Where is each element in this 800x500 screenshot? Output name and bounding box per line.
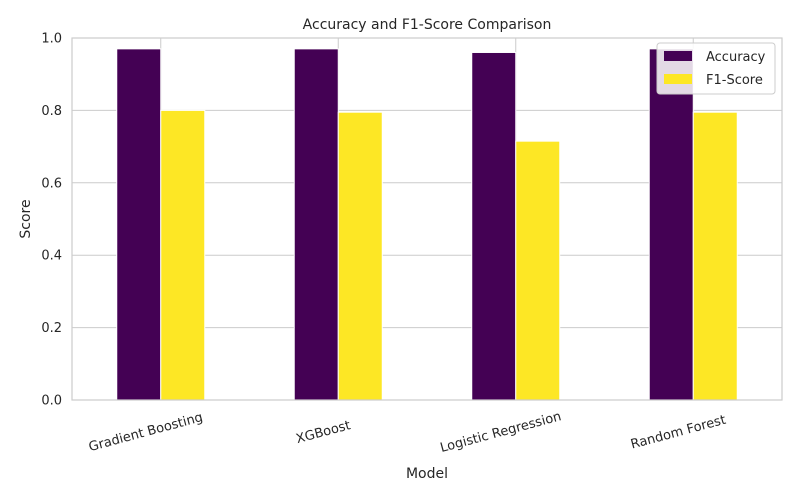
bar-f1-score-2 (515, 140, 561, 401)
plot-frame (71, 37, 783, 401)
legend-label: Accuracy (706, 50, 766, 65)
x-axis-label: Model (406, 466, 448, 482)
x-tick-label: Gradient Boosting (87, 410, 204, 455)
y-axis-label: Score (18, 199, 34, 238)
bars (116, 48, 738, 401)
bar-accuracy-1 (293, 48, 339, 401)
y-tick-labels: 0.0 0.2 0.4 0.6 0.8 1.0 (41, 32, 62, 409)
bar-accuracy-3 (648, 48, 694, 401)
bar-f1-score-1 (337, 111, 383, 401)
bar-f1-score-0 (160, 109, 206, 401)
y-tick-label: 0.0 (41, 394, 62, 409)
x-tick-label: XGBoost (295, 418, 353, 447)
x-tick-labels: Gradient Boosting XGBoost Logistic Regress… (87, 409, 727, 456)
chart-title: Accuracy and F1-Score Comparison (303, 17, 552, 33)
bar-accuracy-2 (471, 51, 517, 401)
y-tick-label: 0.6 (41, 176, 62, 191)
y-tick-label: 0.2 (41, 321, 62, 336)
y-tick-label: 0.4 (41, 249, 62, 264)
legend-label: F1-Score (706, 73, 763, 88)
legend-swatch-f1-score (664, 74, 692, 84)
x-tick-label: Random Forest (629, 413, 727, 453)
legend-swatch-accuracy (664, 51, 692, 61)
x-tick-label: Logistic Regression (439, 409, 563, 456)
bar-accuracy-0 (116, 48, 162, 401)
y-tick-label: 0.8 (41, 104, 62, 119)
bar-f1-score-3 (692, 111, 738, 401)
legend: Accuracy F1-Score (656, 42, 776, 95)
y-tick-label: 1.0 (41, 32, 62, 47)
